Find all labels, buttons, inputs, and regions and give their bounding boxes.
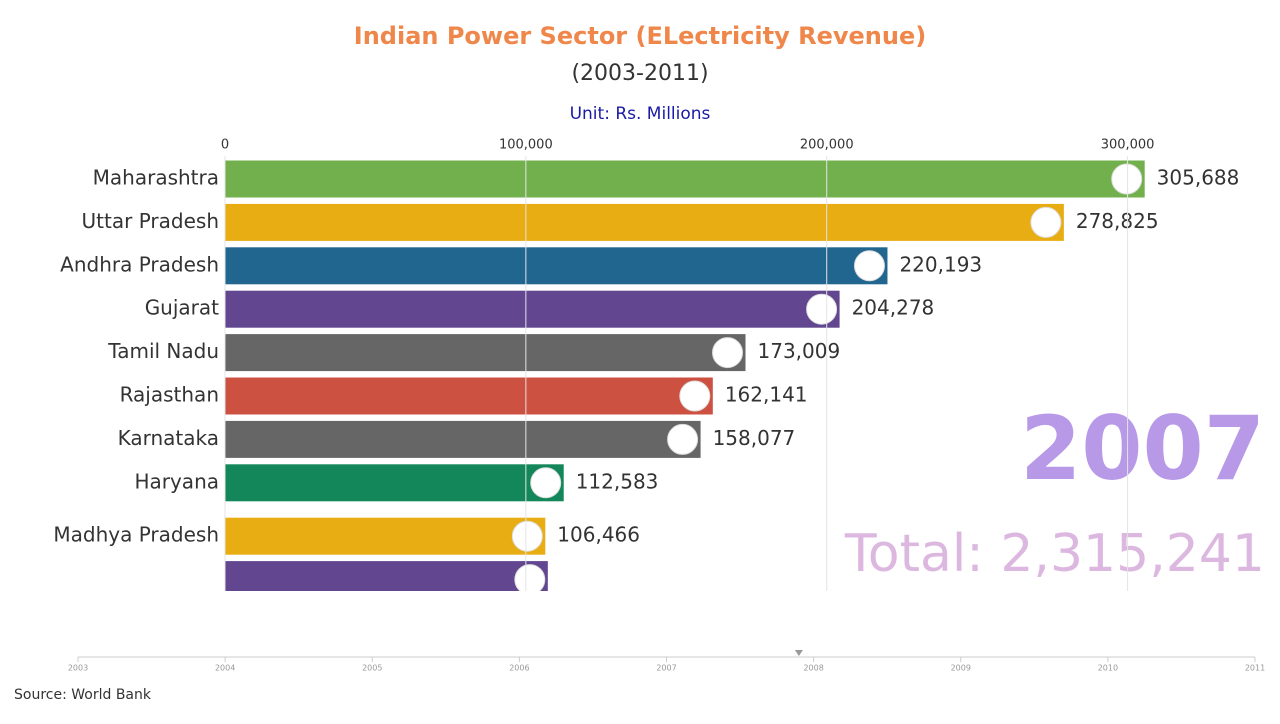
timeline-marker [794,650,803,656]
bar-logo [853,250,885,282]
plot: Maharashtra 305,688 Uttar Pradesh 278,825 An… [53,160,1240,591]
category-label: Rajasthan [120,383,219,407]
x-tick-label: 100,000 [499,138,553,153]
total-label: Total: 2,315,241 [844,524,1265,584]
timeline-tick-label: 2008 [803,664,823,673]
category-label: Gujarat [145,296,219,320]
timeline-tick-label: 2010 [1098,664,1118,673]
bar-logo [806,293,838,325]
x-tick-label: 300,000 [1101,138,1155,153]
category-label: Karnataka [118,426,219,450]
bar [225,160,1145,198]
category-label: Uttar Pradesh [82,209,219,233]
bar-logo [530,467,562,499]
value-label: 112,583 [576,469,659,493]
value-label: 204,278 [852,296,935,320]
chart-subtitle: (2003-2011) [571,61,708,86]
timeline-tick-label: 2006 [509,664,529,673]
bar-logo [679,380,711,412]
bar-logo [514,564,546,591]
timeline-tick-label: 2003 [68,664,88,673]
value-label: 173,009 [758,339,841,363]
category-label: Andhra Pradesh [60,252,219,276]
bar [225,334,746,372]
bar [225,420,701,458]
bar-logo [1111,163,1143,195]
source: Source: World Bank [14,687,152,703]
value-label: 220,193 [899,252,982,276]
unit-label: Unit: Rs. Millions [570,104,711,124]
bar-logo [1030,206,1062,238]
category-label: Maharashtra [93,166,219,190]
x-tick-label: 200,000 [800,138,854,153]
timeline-tick-label: 2004 [215,664,235,673]
value-label: 278,825 [1076,209,1159,233]
value-label: 106,466 [557,523,640,547]
bar [225,203,1064,241]
timeline-tick-label: 2009 [951,664,971,673]
bar [225,247,888,285]
category-label: Haryana [134,469,219,493]
x-tick-label: 0 [221,138,229,153]
timeline-tick-label: 2007 [656,664,676,673]
category-label: Tamil Nadu [107,339,219,363]
category-label: Madhya Pradesh [53,523,219,547]
bar-logo [712,337,744,369]
year-label: 2007 [1020,397,1265,500]
value-label: 158,077 [713,426,796,450]
bar [225,517,546,555]
value-label: 162,141 [725,383,808,407]
bar-logo [667,423,699,455]
bar [225,561,548,591]
bar [225,377,713,415]
bar-logo [511,520,543,552]
value-label: 305,688 [1157,166,1240,190]
timeline-tick-label: 2005 [362,664,382,673]
chart-title: Indian Power Sector (ELectricity Revenue… [354,22,926,50]
bar [225,464,564,502]
timeline-tick-label: 2011 [1245,664,1265,673]
bar [225,290,840,328]
